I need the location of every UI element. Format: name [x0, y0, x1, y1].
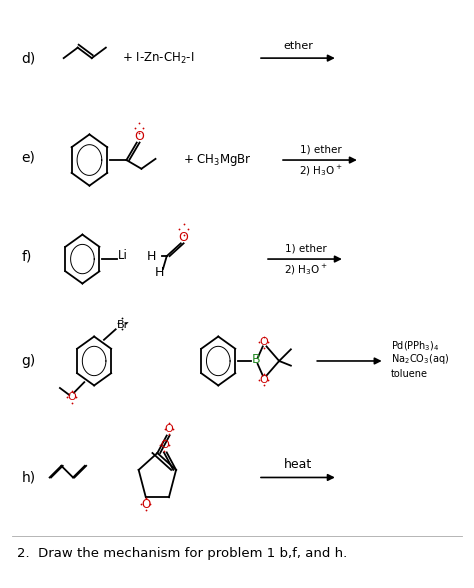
- Text: O: O: [259, 338, 268, 348]
- Text: O: O: [179, 231, 189, 244]
- Text: Li: Li: [118, 249, 128, 262]
- Text: O: O: [259, 375, 268, 385]
- Text: O: O: [67, 392, 76, 402]
- Text: e): e): [21, 150, 36, 164]
- Text: H: H: [155, 266, 164, 279]
- Text: Br: Br: [117, 320, 129, 330]
- Text: f): f): [21, 249, 32, 263]
- Text: d): d): [21, 51, 36, 65]
- Text: toluene: toluene: [391, 369, 428, 379]
- Text: h): h): [21, 470, 36, 485]
- Text: g): g): [21, 354, 36, 368]
- Text: O: O: [164, 423, 173, 433]
- Text: + CH$_3$MgBr: + CH$_3$MgBr: [183, 152, 252, 168]
- Text: heat: heat: [284, 458, 312, 471]
- Text: O: O: [141, 498, 150, 511]
- Text: H: H: [147, 250, 156, 263]
- Text: O: O: [134, 130, 144, 143]
- Text: Na$_2$CO$_3$(aq): Na$_2$CO$_3$(aq): [391, 352, 449, 366]
- Text: 2) H$_3$O$^+$: 2) H$_3$O$^+$: [300, 163, 343, 178]
- Text: O: O: [160, 440, 169, 450]
- Text: 2) H$_3$O$^+$: 2) H$_3$O$^+$: [284, 262, 328, 277]
- Text: + I-Zn-CH$_2$-I: + I-Zn-CH$_2$-I: [122, 51, 194, 66]
- Text: B: B: [251, 353, 260, 366]
- Text: Pd(PPh$_3$)$_4$: Pd(PPh$_3$)$_4$: [391, 339, 439, 353]
- Text: ether: ether: [283, 42, 313, 52]
- Text: 1) ether: 1) ether: [285, 243, 327, 253]
- Text: 1) ether: 1) ether: [301, 145, 342, 155]
- Text: 2.  Draw the mechanism for problem 1 b,f, and h.: 2. Draw the mechanism for problem 1 b,f,…: [17, 547, 347, 560]
